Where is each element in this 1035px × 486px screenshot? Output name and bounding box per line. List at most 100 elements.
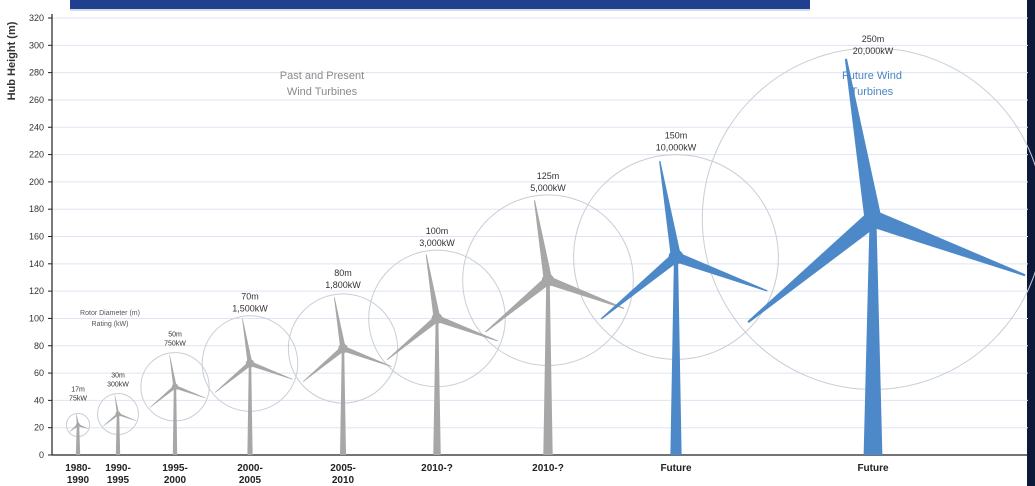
y-tick-label: 200: [29, 177, 44, 187]
label-layer: Past and Present Wind Turbines Future Wind…: [65, 34, 902, 486]
turbine-blade: [117, 412, 137, 421]
y-tick-label: 320: [29, 13, 44, 23]
turbine-tower: [339, 348, 347, 455]
turbine-hub: [541, 274, 555, 287]
turbine-blade: [214, 361, 252, 393]
rating-label: 1,500kW: [232, 304, 268, 314]
turbine-blade: [77, 423, 89, 430]
rating-label: 75kW: [69, 395, 87, 402]
turbine-blade: [76, 414, 80, 426]
y-tick-label: 160: [29, 232, 44, 242]
rotor-diameter-label: 17m: [71, 386, 85, 393]
rotor-diameter-label: 50m: [168, 332, 182, 339]
period-label: Future: [660, 463, 692, 474]
right-border: [1027, 0, 1035, 486]
turbine-tower: [247, 363, 253, 455]
legend-caption: Rotor Diameter (m): [80, 310, 140, 317]
turbine-blade: [302, 346, 345, 382]
turbine-tower: [115, 414, 121, 455]
y-tick-label: 240: [29, 122, 44, 132]
y-tick-label: 20: [34, 423, 44, 433]
turbine-tower: [863, 218, 883, 455]
rotor-diameter-label: 30m: [111, 373, 125, 380]
turbine-blade: [114, 394, 120, 415]
y-tick-label: 100: [29, 313, 44, 323]
turbine-blade: [747, 212, 879, 323]
period-label: 2010-?: [421, 463, 453, 474]
turbine-blade: [386, 315, 440, 361]
section-label: Future Wind: [842, 70, 902, 82]
rating-label: 750kW: [164, 341, 186, 348]
turbine-tower: [172, 386, 178, 455]
y-tick-label: 60: [34, 368, 44, 378]
period-label: 1980-: [65, 463, 91, 474]
turbine-blade: [242, 318, 253, 364]
rotor-diameter-label: 250m: [862, 34, 885, 44]
rating-label: 300kW: [107, 382, 129, 389]
turbine-blade: [149, 385, 177, 408]
period-label: 2000-: [237, 463, 263, 474]
turbine-blade: [342, 345, 392, 367]
rotor-diameter-label: 100m: [426, 226, 449, 236]
y-tick-label: 140: [29, 259, 44, 269]
header-bar: [70, 0, 810, 9]
period-label: 1995: [107, 475, 130, 486]
turbine-blade: [174, 385, 206, 399]
turbine-blade: [102, 413, 119, 427]
y-tick-label: 220: [29, 150, 44, 160]
turbine-blade: [169, 354, 177, 388]
turbine-hub: [863, 209, 883, 229]
rating-label: 5,000kW: [530, 183, 566, 193]
y-tick-label: 300: [29, 40, 44, 50]
rotor-diameter-label: 125m: [537, 171, 560, 181]
turbine-layer: [69, 58, 1026, 455]
turbine-hub: [245, 359, 255, 368]
rating-label: 20,000kW: [853, 46, 894, 56]
turbine-blade: [870, 210, 1026, 277]
period-label: 1995-: [162, 463, 188, 474]
period-label: Future: [857, 463, 889, 474]
legend-caption: Rating (kW): [92, 321, 129, 328]
grid-layer: [52, 17, 1028, 429]
turbine-blade: [435, 315, 498, 342]
y-tick-label: 260: [29, 95, 44, 105]
period-label: 1990-: [105, 463, 131, 474]
turbine-blade: [674, 252, 768, 292]
turbine-hub: [171, 383, 179, 390]
turbine-tower: [433, 318, 441, 455]
turbine-blade: [333, 297, 346, 349]
turbine-tower: [543, 280, 553, 455]
period-label: 2010-?: [532, 463, 564, 474]
turbine-tower: [670, 256, 682, 455]
y-tick-label: 0: [39, 450, 44, 460]
y-tick-label: 80: [34, 341, 44, 351]
header-underline: [70, 9, 810, 11]
rating-label: 1,800kW: [325, 280, 361, 290]
period-label: 2005-: [330, 463, 356, 474]
turbine-blade: [600, 253, 680, 320]
turbine-blade: [659, 160, 682, 258]
turbine-blade: [485, 276, 551, 333]
turbine-blade: [844, 58, 882, 221]
turbine-blade: [249, 361, 293, 380]
turbine-blade: [546, 276, 625, 309]
turbine-hub: [76, 422, 80, 427]
period-label: 1990: [67, 475, 90, 486]
period-label: 2010: [332, 475, 355, 486]
period-label: 2000: [164, 475, 187, 486]
rating-label: 10,000kW: [656, 143, 697, 153]
y-tick-label: 120: [29, 286, 44, 296]
section-label: Past and Present: [280, 70, 364, 82]
turbine-hub: [668, 249, 684, 265]
section-label: Turbines: [851, 86, 894, 98]
axis-layer: 0 20 40 60 80 100 120 140 160 180 200 220 240 260 280 3…: [29, 13, 1028, 460]
y-tick-label: 40: [34, 395, 44, 405]
turbine-blade: [533, 200, 553, 281]
turbine-hub: [115, 411, 121, 417]
turbine-hub: [338, 343, 348, 354]
y-tick-label: 280: [29, 68, 44, 78]
y-tick-label: 180: [29, 204, 44, 214]
rotor-diameter-label: 80m: [334, 268, 352, 278]
section-label: Wind Turbines: [287, 86, 358, 98]
